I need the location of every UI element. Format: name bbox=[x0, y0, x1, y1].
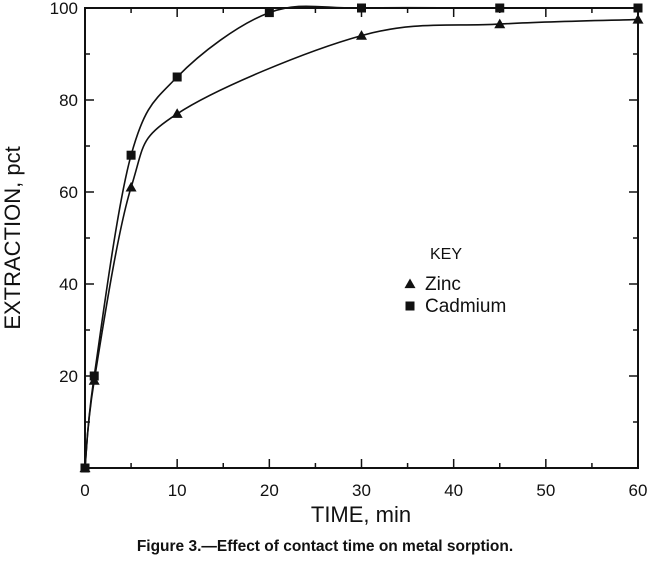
markers bbox=[79, 3, 644, 473]
y-axis-title: EXTRACTION, pct bbox=[0, 146, 25, 329]
cadmium-point bbox=[172, 72, 182, 82]
cadmium-point bbox=[633, 3, 643, 13]
zinc-point bbox=[632, 14, 644, 24]
x-tick-label: 10 bbox=[168, 481, 187, 500]
x-tick-label: 60 bbox=[629, 481, 648, 500]
legend-triangle-icon bbox=[404, 278, 416, 289]
x-tick-label: 20 bbox=[260, 481, 279, 500]
cadmium-point bbox=[80, 463, 90, 473]
legend-title: KEY bbox=[430, 246, 462, 263]
y-tick-label: 40 bbox=[59, 275, 78, 294]
cadmium-point bbox=[126, 150, 136, 160]
y-tick-label: 60 bbox=[59, 183, 78, 202]
curves bbox=[84, 5, 639, 469]
cadmium-point bbox=[264, 8, 274, 18]
x-tick-label: 0 bbox=[80, 481, 89, 500]
ticks bbox=[84, 7, 639, 469]
legend-label: Cadmium bbox=[425, 296, 506, 317]
cadmium-point bbox=[357, 3, 366, 13]
zinc-point bbox=[356, 30, 367, 40]
x-axis-title: TIME, min bbox=[311, 502, 411, 527]
zinc-point bbox=[125, 181, 137, 192]
cadmium-point bbox=[495, 3, 505, 13]
zinc-point bbox=[494, 18, 506, 29]
zinc-point bbox=[171, 108, 183, 118]
cadmium-line bbox=[84, 5, 638, 469]
legend-square-icon bbox=[405, 301, 415, 311]
cadmium-point bbox=[89, 371, 99, 381]
y-tick-label: 20 bbox=[59, 367, 78, 386]
y-tick-label: 80 bbox=[59, 91, 78, 110]
x-tick-label: 30 bbox=[352, 481, 371, 500]
legend-label: Zinc bbox=[425, 274, 461, 295]
plot-frame bbox=[84, 7, 639, 469]
figure-caption: Figure 3.—Effect of contact time on meta… bbox=[136, 538, 514, 555]
x-tick-label: 50 bbox=[536, 481, 555, 500]
y-tick-label: 100 bbox=[50, 0, 78, 18]
tick-labels: 0 10 20 30 40 50 60 20 40 60 80 100 bbox=[50, 0, 648, 500]
x-tick-label: 40 bbox=[444, 481, 463, 500]
